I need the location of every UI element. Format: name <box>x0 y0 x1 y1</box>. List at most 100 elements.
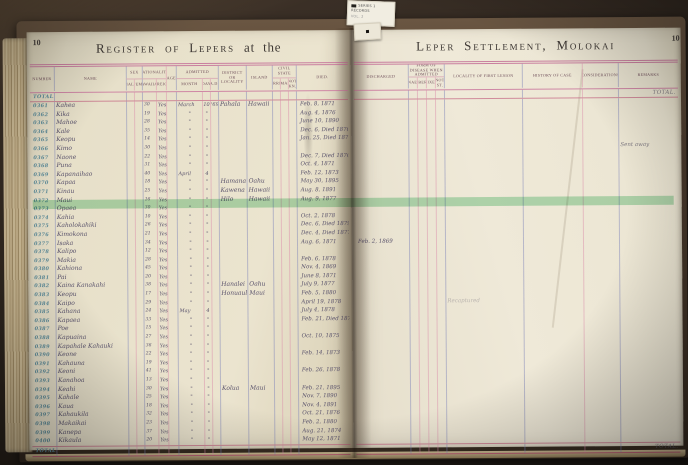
tag-square-mark-icon <box>365 29 370 34</box>
cell-form-tubercular <box>418 271 428 280</box>
cell-island <box>248 427 275 436</box>
cell-admitted-day: " <box>202 135 211 144</box>
cell-admitted-month: " <box>177 367 204 377</box>
cell-civil-unmarried <box>281 272 290 281</box>
cell-island <box>246 229 273 239</box>
cell-hawaiian: Yes <box>156 144 167 153</box>
cell-admitted-year <box>210 238 220 248</box>
cell-died: Dec. 7, Died 1876 <box>296 151 349 161</box>
cell-island <box>246 160 273 170</box>
cell-foreigner <box>166 238 178 248</box>
cell-considerations <box>582 184 619 193</box>
cell-admitted-month: May <box>177 307 204 317</box>
cell-admitted-day: " <box>202 204 211 213</box>
cell-admitted-month: " <box>176 161 203 170</box>
cell-sex-female <box>135 359 144 368</box>
cell-form-notstated <box>437 434 447 444</box>
cell-form-mixed <box>426 107 436 117</box>
cell-age: 12 <box>143 247 158 257</box>
cell-admitted-day: " <box>204 410 213 419</box>
cell-island: Hawaii <box>246 195 273 204</box>
cell-considerations <box>582 141 619 150</box>
cell-foreigner <box>168 427 179 437</box>
cell-district <box>218 169 247 179</box>
cell-admitted-day: " <box>203 375 212 385</box>
cell-form-mixed <box>426 176 436 186</box>
cell-discharged <box>356 357 410 366</box>
cell-died: Nov. 7, 1890 <box>298 392 351 402</box>
cell-civil-notknown <box>289 289 298 299</box>
cell-sex-female <box>134 127 143 136</box>
cell-civil-married <box>274 426 283 436</box>
cell-district: Kolua <box>219 384 249 394</box>
cell-hawaiian: Yes <box>157 359 168 368</box>
cell-hawaiian: Yes <box>156 135 167 145</box>
cell-district <box>218 160 247 170</box>
cell-civil-notknown <box>288 126 297 135</box>
cell-civil-married <box>272 212 281 221</box>
cell-discharged <box>356 332 410 341</box>
cell-sex-female <box>135 324 144 334</box>
cell-admitted-year <box>210 203 219 213</box>
cell-sex-female <box>134 221 143 231</box>
cell-died: Feb. 14, 1873 <box>297 349 350 359</box>
cell-foreigner <box>166 212 177 222</box>
cell-age: 17 <box>143 290 158 300</box>
header-form-mixed: Mixed <box>425 76 435 89</box>
cell-number: 0369 <box>33 171 49 178</box>
cell-foreigner <box>167 333 178 342</box>
cell-form-tubercular <box>417 236 428 246</box>
cell-island <box>245 91 272 100</box>
cell-age: 37 <box>144 427 159 437</box>
cell-admitted-day: " <box>203 350 212 359</box>
cell-admitted-month: " <box>177 272 204 282</box>
cell-admitted-month: " <box>177 358 204 368</box>
cell-sex-female <box>135 299 144 308</box>
cell-age: 28 <box>142 118 157 128</box>
cell-sex-female <box>135 367 144 377</box>
cell-form-anaesthetic <box>408 185 418 195</box>
cell-sex-male <box>128 436 137 446</box>
cell-form-notstated <box>434 90 444 99</box>
cell-form-anaesthetic <box>409 288 419 298</box>
header-discharged: Discharged <box>366 73 396 79</box>
cell-civil-unmarried <box>281 289 290 299</box>
header-sex: Sex <box>125 66 142 79</box>
cell-civil-unmarried <box>282 426 291 436</box>
cell-remarks: Sent away <box>618 140 679 150</box>
cell-form-tubercular <box>418 340 428 349</box>
header-year: A.D. <box>209 77 218 90</box>
cell-considerations <box>584 416 621 425</box>
cell-age: 35 <box>142 127 157 136</box>
left-register-rows: 0361 Kahea 30 Yes March 10'69 Pahala Hawaii Feb.… <box>30 99 351 446</box>
cell-admitted-month: " <box>176 152 203 162</box>
cell-foreigner <box>167 367 178 377</box>
cell-district <box>219 358 248 368</box>
cell-age: 34 <box>142 238 158 248</box>
cell-form-tubercular <box>419 408 429 418</box>
cell-considerations <box>583 287 620 296</box>
cell-form-anaesthetic <box>409 271 419 281</box>
cell-discharged <box>355 228 409 237</box>
cell-civil-married <box>273 246 282 256</box>
cell-number: 0374 <box>33 214 49 221</box>
cell-form-tubercular <box>417 142 427 152</box>
cell-island: Oahu <box>247 280 274 290</box>
cell-discharged <box>356 426 410 435</box>
cell-civil-notknown <box>290 392 299 402</box>
cell-admitted-year <box>211 350 220 359</box>
cell-discharged <box>356 323 410 332</box>
cell-discharged <box>354 143 408 152</box>
cell-number: 0370 <box>33 180 49 187</box>
cell-form-mixed <box>426 202 436 212</box>
cell-number: 0390 <box>34 352 50 359</box>
cell-admitted-day: " <box>203 272 212 282</box>
cell-discharged <box>355 246 409 255</box>
cell-form-notstated <box>437 417 447 426</box>
cell-form-notstated <box>435 168 445 177</box>
cell-age: 32 <box>144 410 159 420</box>
cell-admitted-month: " <box>176 204 203 213</box>
cell-civil-notknown <box>288 177 297 187</box>
cell-island <box>248 401 275 411</box>
cell-admitted-month <box>178 445 205 456</box>
